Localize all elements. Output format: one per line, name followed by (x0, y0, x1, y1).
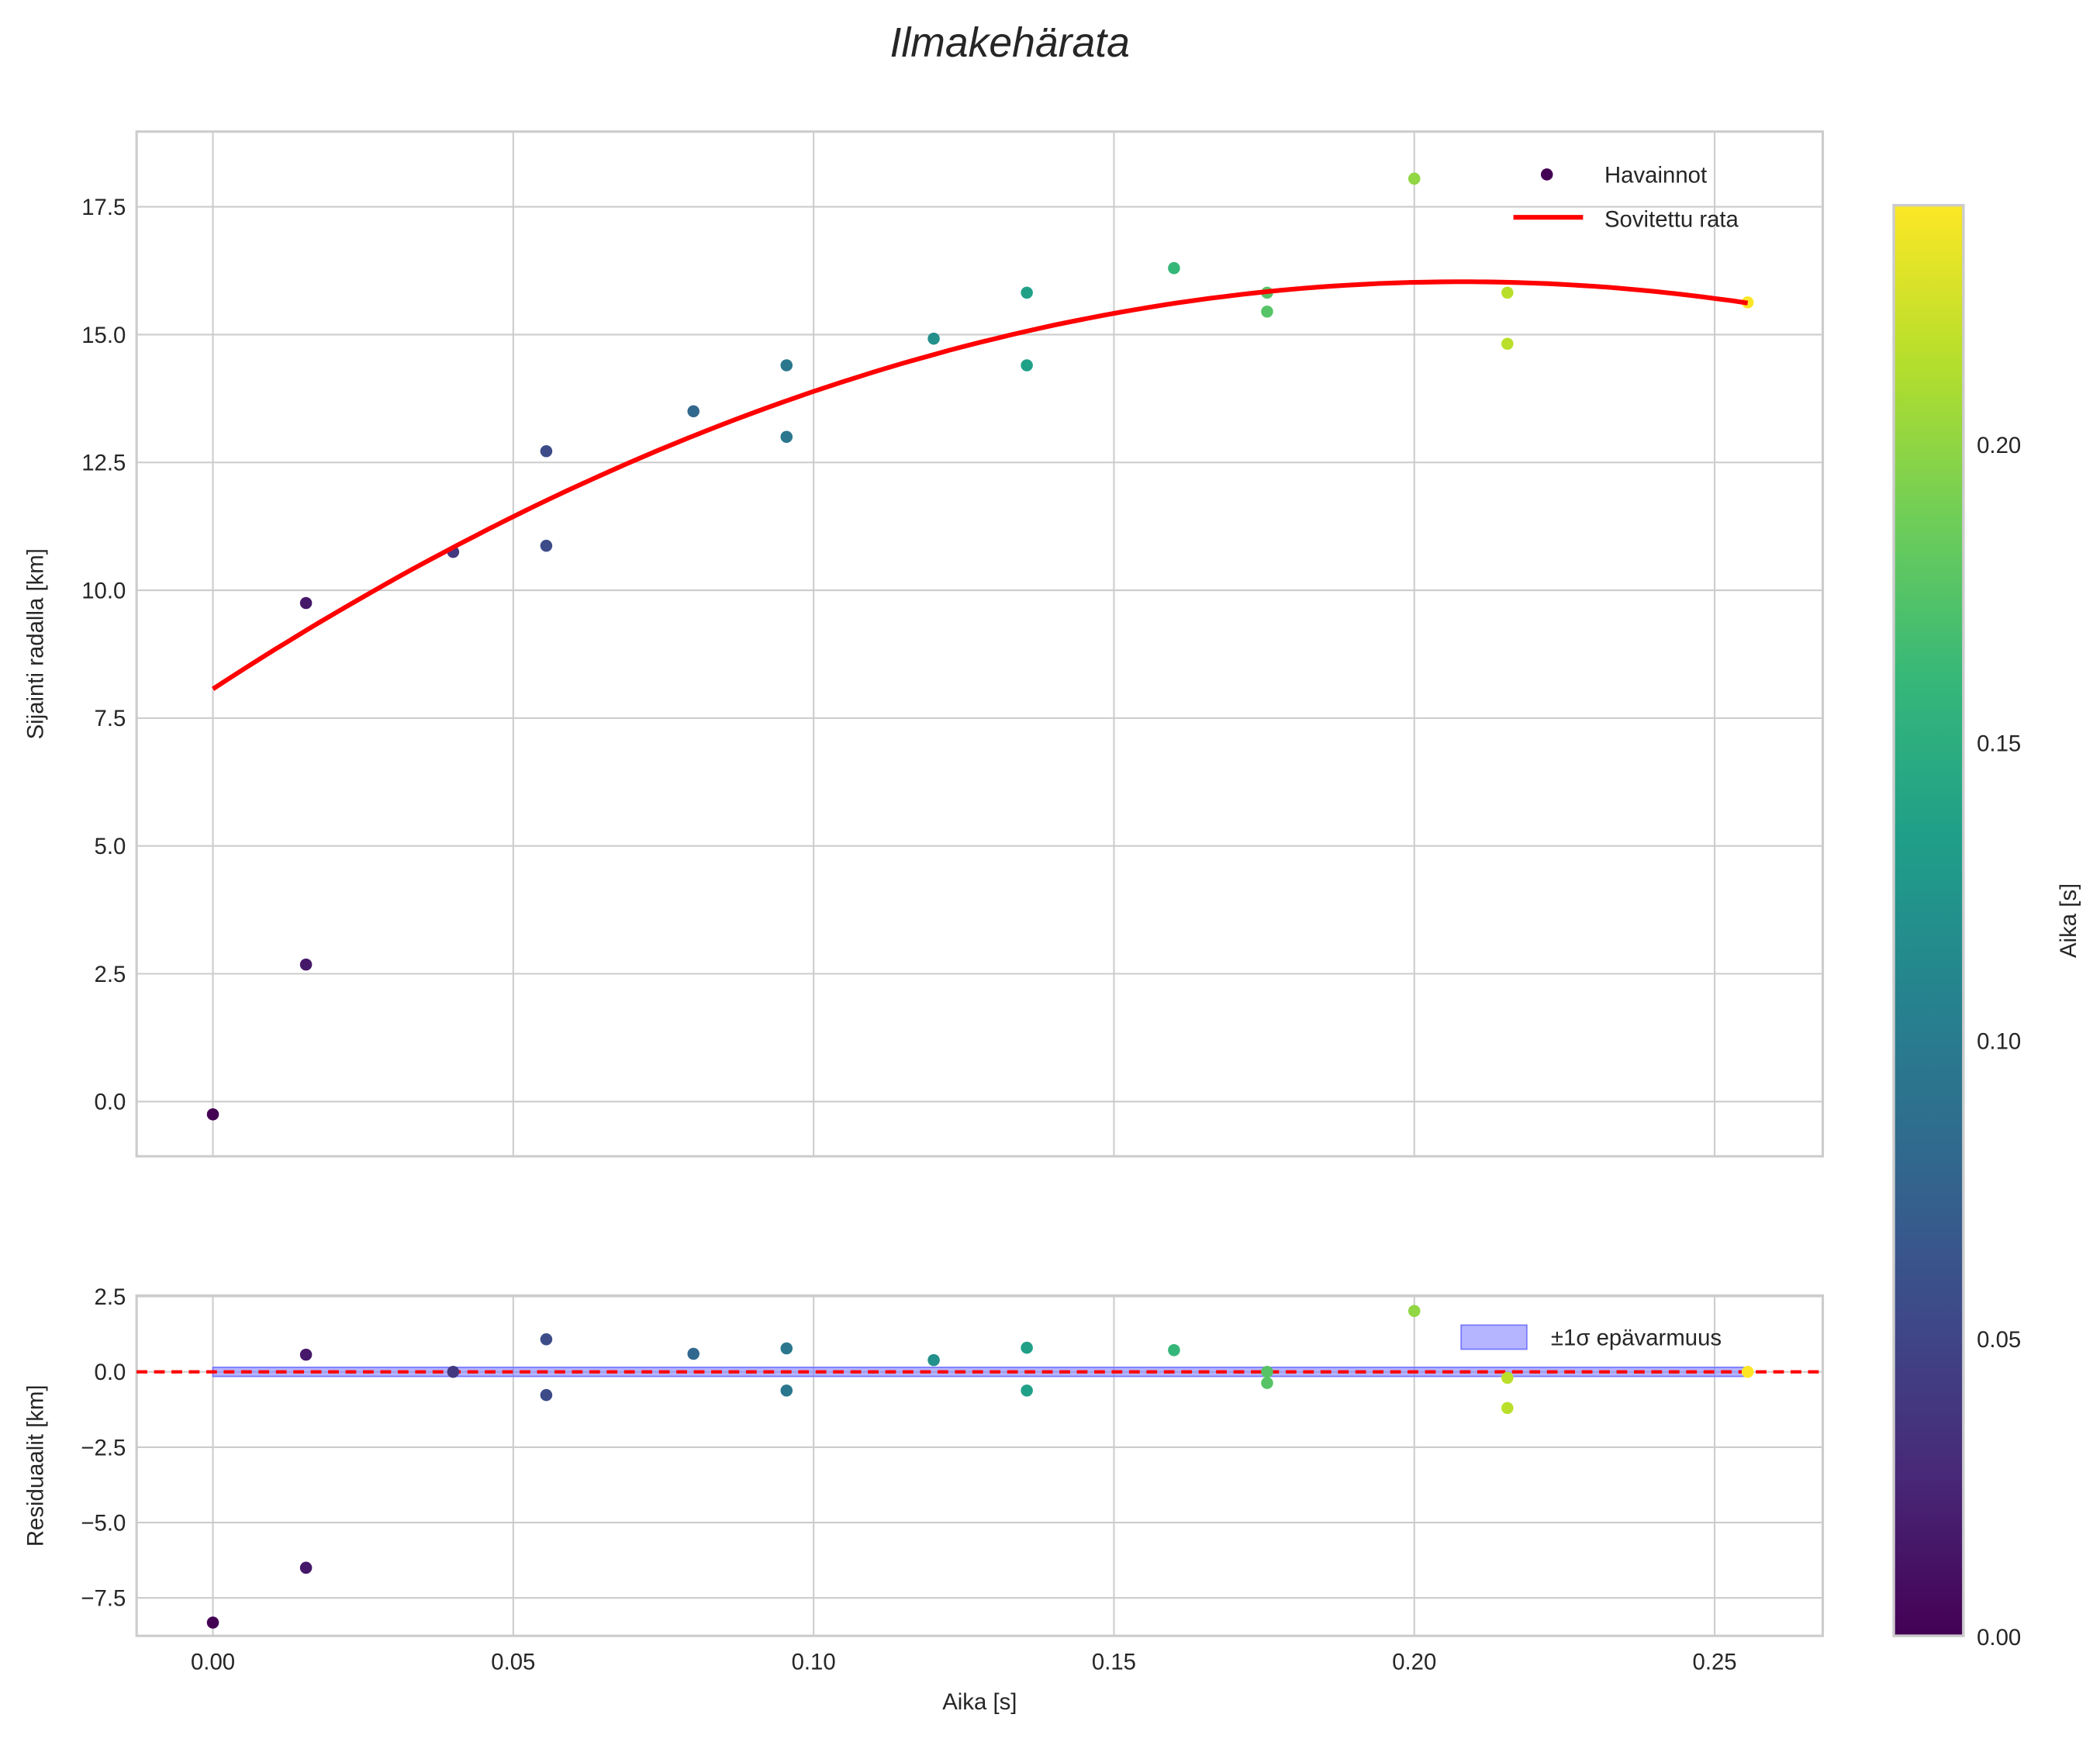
residual-point (1741, 1366, 1754, 1378)
observation-point (1261, 305, 1273, 318)
main-axes: 0.0 2.5 5.0 7.5 10.0 12.5 15.0 17.5 Sijainti rad… (22, 130, 1825, 1158)
residual-point (1021, 1341, 1033, 1354)
axes-frame (135, 1294, 1825, 1637)
residual-point (1021, 1384, 1033, 1397)
chart-title: Ilmakehärata (890, 20, 1130, 66)
legend-label-sovitettu: Sovitettu rata (1604, 206, 1739, 232)
observation-point (1021, 286, 1033, 299)
residual-point (927, 1353, 940, 1367)
observation-point (1407, 172, 1421, 185)
legend-marker-havainnot (1540, 168, 1553, 181)
y-tick-label: 7.5 (95, 706, 126, 731)
y-tick-label: 0.0 (95, 1090, 126, 1115)
observation-point (206, 1108, 219, 1121)
y-tick-label: 2.5 (95, 962, 126, 987)
observation-point (1501, 337, 1514, 351)
observation-point (1501, 286, 1514, 299)
residual-point (780, 1384, 793, 1397)
x-tick-label: 0.00 (191, 1649, 235, 1675)
legend-label-band: ±1σ epävarmuus (1551, 1325, 1722, 1350)
observation-point (540, 444, 553, 458)
x-tick-label: 0.05 (491, 1649, 535, 1675)
observation-point (687, 405, 699, 418)
residual-point (1501, 1402, 1514, 1415)
legend-patch-band (1460, 1324, 1528, 1350)
y-tick-label: −2.5 (81, 1435, 126, 1460)
x-tick-label: 0.10 (792, 1649, 836, 1675)
residual-point (1261, 1366, 1273, 1378)
residual-point (1407, 1305, 1421, 1318)
residual-point (1261, 1377, 1273, 1389)
fit-curve (211, 279, 1749, 691)
y-tick-label: 5.0 (95, 834, 126, 859)
observation-point (299, 596, 313, 610)
y-tick-label: 10.0 (81, 578, 126, 603)
observation-point (299, 958, 313, 971)
residual-point (299, 1561, 313, 1574)
observation-point (780, 430, 793, 444)
y-tick-label: −7.5 (81, 1586, 126, 1612)
residual-point (206, 1616, 219, 1629)
y-tick-label: 15.0 (81, 323, 126, 348)
residual-point (687, 1347, 699, 1360)
colorbar-tick-label: 0.15 (1977, 731, 2021, 756)
x-axis-label: Aika [s] (942, 1689, 1017, 1715)
y-tick-label: 2.5 (95, 1284, 126, 1310)
x-tick-label: 0.20 (1392, 1649, 1436, 1675)
colorbar-tick-label: 0.10 (1977, 1029, 2021, 1055)
y-axis-label: Sijainti radalla [km] (22, 548, 48, 739)
y-tick-label: 17.5 (81, 195, 126, 220)
y-tick-label: 0.0 (95, 1360, 126, 1385)
observation-point (1021, 359, 1033, 372)
residual-axes: 0.00 0.05 0.10 0.15 0.20 0.25 −7.5 −5.0 −2.5 0.0 2… (22, 1284, 1825, 1715)
observation-point (540, 539, 553, 552)
observation-point (1168, 261, 1180, 275)
legend-label-havainnot: Havainnot (1604, 162, 1707, 188)
residual-point (447, 1366, 460, 1378)
x-tick-label: 0.15 (1092, 1649, 1136, 1675)
colorbar-label: Aika [s] (2056, 883, 2081, 958)
colorbar-tick-label: 0.20 (1977, 433, 2021, 458)
colorbar-tick-label: 0.00 (1977, 1625, 2021, 1650)
residual-point (1168, 1344, 1180, 1357)
observation-point (927, 332, 940, 345)
residual-point (780, 1342, 793, 1355)
colorbar: 0.00 0.05 0.10 0.15 0.20 Aika [s] (1892, 203, 2081, 1650)
colorbar-tick-label: 0.05 (1977, 1327, 2021, 1353)
axes-frame (135, 130, 1825, 1158)
residual-point (1501, 1371, 1514, 1384)
residual-point (299, 1348, 313, 1361)
observation-point (780, 359, 793, 372)
residual-point (540, 1333, 553, 1346)
y-tick-label: 12.5 (81, 451, 126, 476)
y-tick-label: −5.0 (81, 1510, 126, 1536)
x-tick-label: 0.25 (1693, 1649, 1737, 1675)
residual-point (540, 1388, 553, 1402)
y-axis-label: Residuaalit [km] (22, 1384, 48, 1547)
colorbar-gradient (1892, 203, 1965, 1637)
